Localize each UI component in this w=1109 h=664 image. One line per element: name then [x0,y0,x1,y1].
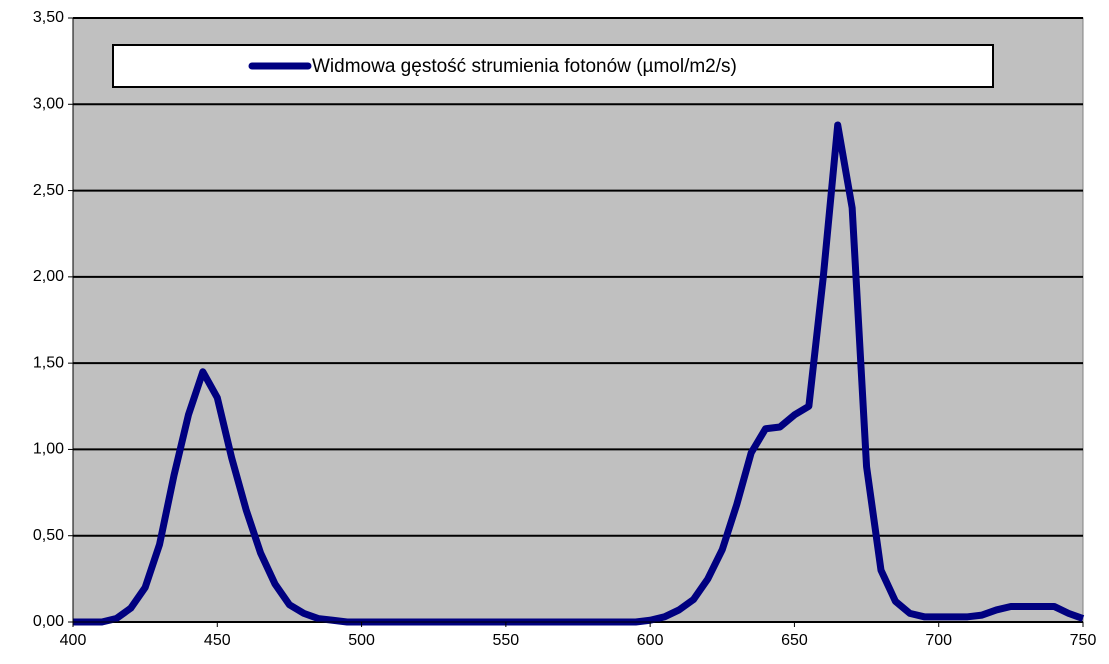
x-tick-label: 500 [348,632,375,649]
y-tick-label: 2,50 [33,182,64,199]
y-tick-label: 0,00 [33,613,64,630]
x-tick-label: 400 [60,632,87,649]
x-tick-label: 600 [637,632,664,649]
grid [73,17,1083,623]
y-tick-label: 3,50 [33,9,64,26]
x-tick-label: 750 [1070,632,1097,649]
legend-box [112,44,994,88]
y-tick-label: 1,00 [33,441,64,458]
y-tick-label: 0,50 [33,527,64,544]
plot-area [72,17,1084,623]
y-tick-label: 1,50 [33,354,64,371]
x-tick-label: 450 [204,632,231,649]
x-tick-label: 700 [925,632,952,649]
y-tick-label: 2,00 [33,268,64,285]
x-tick-label: 550 [493,632,520,649]
x-tick-label: 650 [781,632,808,649]
y-tick-label: 3,00 [33,96,64,113]
legend-label: Widmowa gęstość strumienia fotonów (µmol… [312,56,737,77]
